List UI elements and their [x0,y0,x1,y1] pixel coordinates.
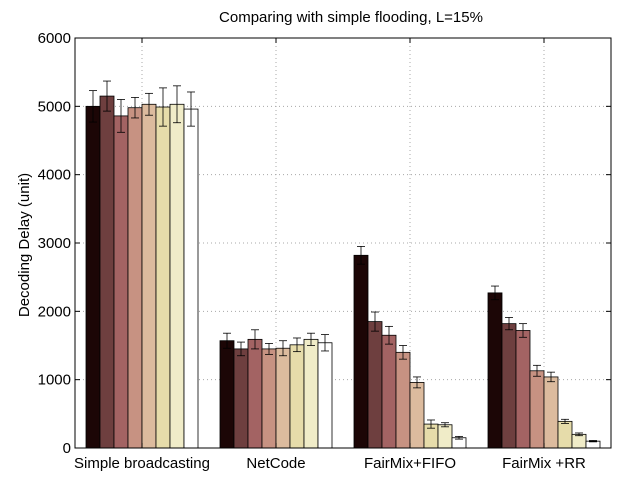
chart-title: Comparing with simple flooding, L=15% [219,9,483,26]
error-bars [89,80,597,443]
axes: 0 1000 2000 3000 4000 5000 6000 Simple broadcas… [38,30,612,472]
bar [141,103,157,449]
bar [247,338,263,449]
y-tick-label: 2000 [38,303,71,320]
y-tick-label: 3000 [38,235,71,252]
y-axis-label: Decoding Delay (unit) [16,173,33,317]
bar [183,108,199,449]
bar [289,344,305,449]
x-tick-label: Simple broadcasting [74,455,210,472]
bar [219,340,235,449]
bar [261,348,277,449]
bar [437,424,453,449]
bar [515,330,531,449]
bar [127,107,143,449]
bar [85,105,101,449]
y-tick-label: 1000 [38,372,71,389]
x-tick-label: FairMix+FIFO [364,455,456,472]
bar [557,420,573,449]
bar [317,342,333,449]
bar [169,103,185,449]
bar [409,381,425,449]
bar [529,370,545,449]
bar [353,254,369,449]
x-tick-label: NetCode [246,455,305,472]
bar [233,348,249,449]
bar [275,347,291,449]
plot-frame [74,37,612,449]
bar [303,338,319,449]
bar [501,323,517,449]
bar [543,376,559,449]
bar [395,351,411,449]
bar [99,95,115,449]
x-tick-label: FairMix +RR [502,455,586,472]
bar [381,334,397,449]
y-tick-label: 6000 [38,30,71,47]
bar [487,292,503,449]
y-tick-label: 5000 [38,98,71,115]
y-tick-label: 0 [63,440,71,457]
bar [113,115,129,449]
bar [155,106,171,449]
bar [571,433,587,449]
bar [367,321,383,449]
bars [85,95,601,449]
y-tick-label: 4000 [38,167,71,184]
